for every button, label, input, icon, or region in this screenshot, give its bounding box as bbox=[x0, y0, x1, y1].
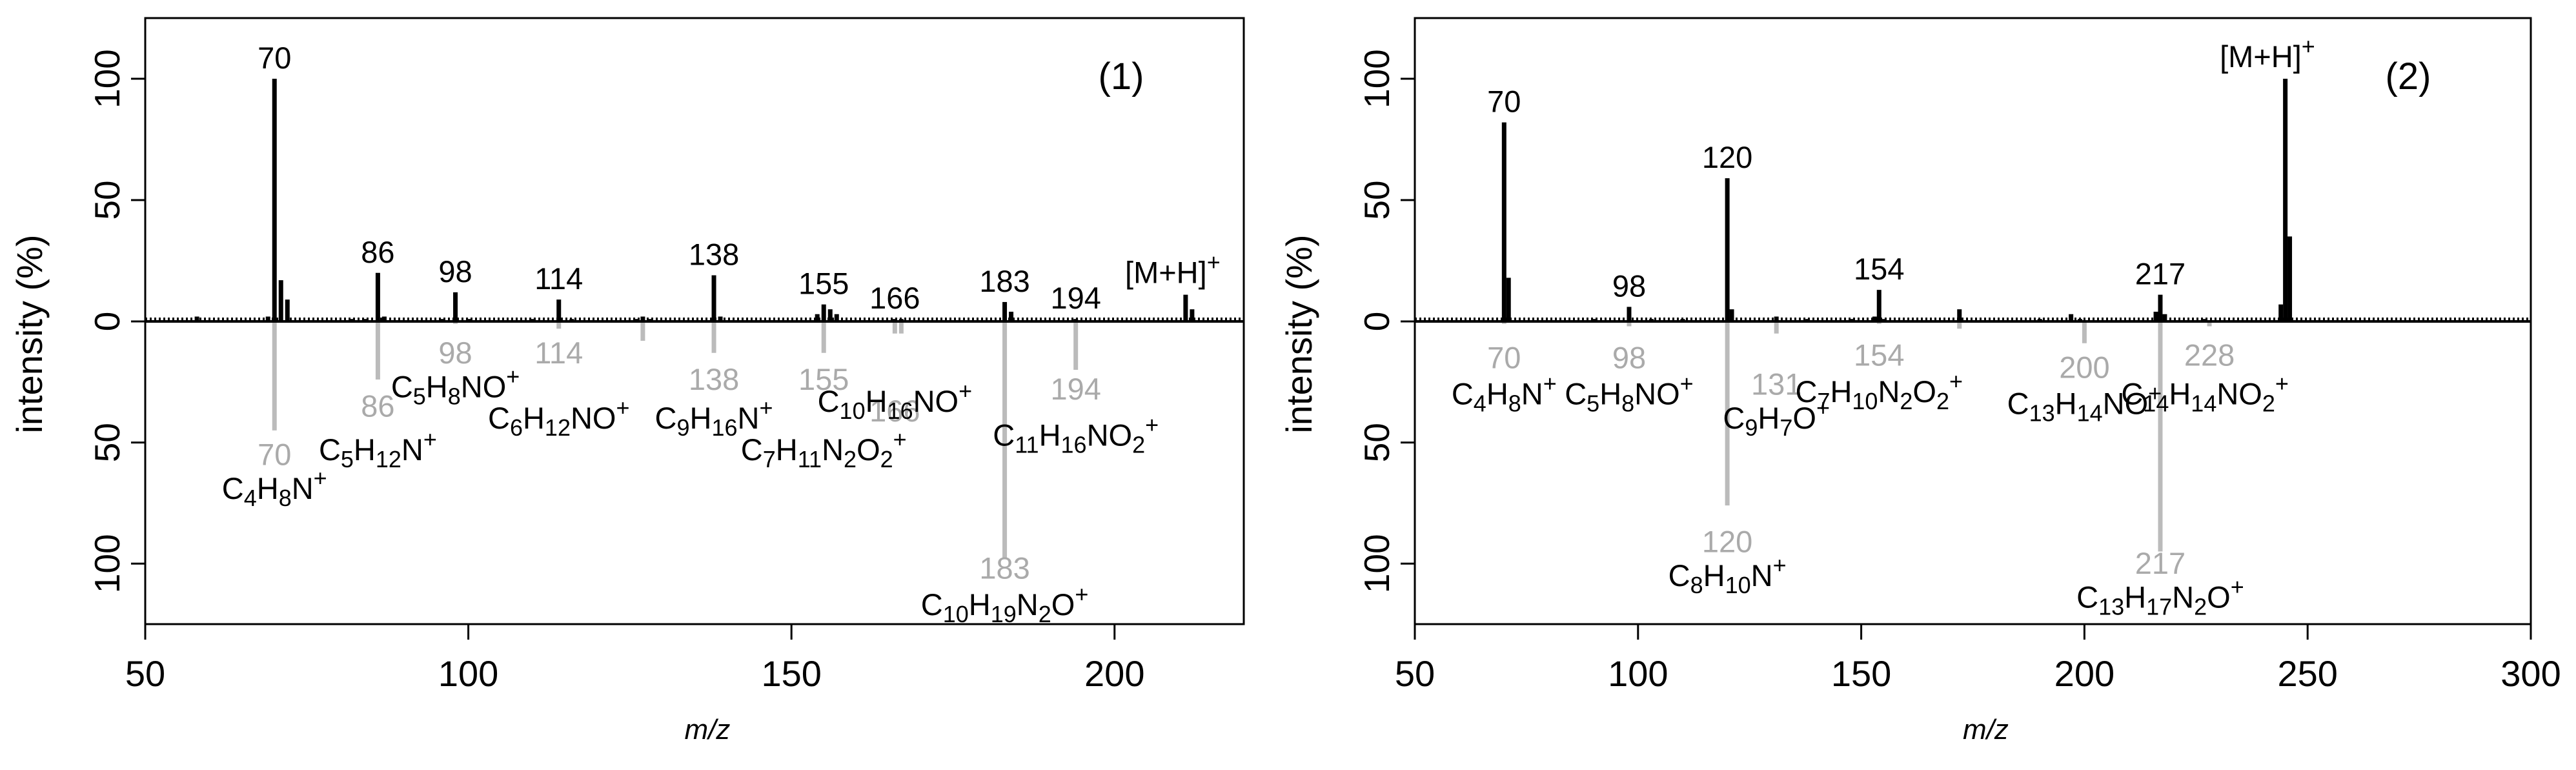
measured-mz-label: 155 bbox=[798, 267, 849, 301]
x-tick-label: 200 bbox=[1084, 653, 1144, 694]
fragment-formula: C7H11N2O2+ bbox=[741, 426, 907, 472]
measured-mz-label: 166 bbox=[869, 281, 920, 315]
predicted-mz-label: 114 bbox=[534, 336, 583, 370]
y-tick-label: 50 bbox=[1357, 423, 1397, 462]
y-tick-label: 100 bbox=[87, 534, 127, 593]
predicted-mz-label: 200 bbox=[2059, 350, 2109, 384]
measured-mz-label: 70 bbox=[1487, 85, 1521, 119]
y-tick-label: 100 bbox=[87, 49, 127, 108]
x-tick-label: 100 bbox=[438, 653, 498, 694]
measured-mz-label: 120 bbox=[1702, 140, 1752, 174]
predicted-mz-label: 183 bbox=[979, 551, 1029, 585]
precursor-label: [M+H]+ bbox=[2220, 33, 2315, 74]
predicted-mz-label: 120 bbox=[1702, 524, 1752, 558]
y-tick-label: 100 bbox=[1357, 49, 1397, 108]
y-tick-label: 0 bbox=[87, 312, 127, 332]
x-tick-label: 300 bbox=[2500, 653, 2561, 694]
measured-mz-label: 138 bbox=[689, 238, 739, 272]
y-tick-label: 50 bbox=[87, 180, 127, 219]
y-axis-title: intensity (%) bbox=[9, 234, 50, 433]
x-tick-label: 150 bbox=[1831, 653, 1891, 694]
x-axis-title: m/z bbox=[685, 714, 731, 745]
predicted-mz-label: 70 bbox=[1487, 340, 1521, 374]
predicted-mz-label: 98 bbox=[438, 336, 472, 370]
panel-label: (2) bbox=[2386, 56, 2431, 97]
measured-mz-label: 183 bbox=[979, 264, 1029, 298]
measured-mz-label: 70 bbox=[258, 41, 291, 75]
x-tick-label: 150 bbox=[761, 653, 821, 694]
fragment-formula: C5H12N+ bbox=[319, 426, 437, 472]
measured-mz-label: 86 bbox=[361, 235, 394, 269]
predicted-mz-label: 131 bbox=[1751, 367, 1801, 401]
y-tick-label: 50 bbox=[1357, 180, 1397, 219]
fragment-formula: C5H8NO+ bbox=[1565, 370, 1694, 417]
fragment-formula: C7H10N2O2+ bbox=[1795, 368, 1963, 414]
predicted-mz-label: 217 bbox=[2135, 546, 2186, 580]
predicted-mz-label: 138 bbox=[689, 362, 739, 396]
measured-mz-label: 154 bbox=[1854, 252, 1904, 286]
predicted-mz-label: 155 bbox=[798, 362, 849, 396]
fragment-formula: C9H7O+ bbox=[1723, 394, 1830, 441]
measured-mz-label: 114 bbox=[534, 261, 583, 296]
fragment-formula: C4H8N+ bbox=[222, 465, 327, 511]
y-tick-label: 50 bbox=[87, 423, 127, 462]
panel-label: (1) bbox=[1099, 56, 1144, 97]
fragment-formula: C10H19N2O+ bbox=[921, 581, 1089, 627]
y-tick-label: 100 bbox=[1357, 534, 1397, 593]
fragment-formula: C13H14NO+ bbox=[2007, 380, 2162, 427]
x-tick-label: 100 bbox=[1608, 653, 1668, 694]
measured-mz-label: 98 bbox=[438, 254, 472, 289]
x-tick-label: 200 bbox=[2054, 653, 2115, 694]
predicted-mz-label: 166 bbox=[869, 394, 920, 428]
predicted-mz-label: 98 bbox=[1612, 340, 1646, 374]
x-tick-label: 50 bbox=[125, 653, 165, 694]
x-axis-title: m/z bbox=[1963, 714, 2009, 745]
fragment-formula: C11H16NO2+ bbox=[993, 412, 1159, 458]
predicted-mz-label: 154 bbox=[1854, 338, 1904, 372]
fragment-formula: C10H16NO+ bbox=[818, 378, 973, 424]
predicted-mz-label: 86 bbox=[361, 389, 394, 423]
measured-mz-label: 98 bbox=[1612, 268, 1646, 303]
fragment-formula: C4H8N+ bbox=[1452, 370, 1557, 417]
fragment-formula: C13H17N2O+ bbox=[2076, 574, 2244, 620]
measured-mz-label: 217 bbox=[2135, 257, 2186, 291]
x-tick-label: 50 bbox=[1395, 653, 1435, 694]
fragment-formula: C14H14NO2+ bbox=[2121, 370, 2289, 417]
predicted-mz-label: 194 bbox=[1050, 372, 1100, 406]
precursor-label: [M+H]+ bbox=[1125, 249, 1221, 290]
fragment-formula: C8H10N+ bbox=[1668, 552, 1787, 598]
fragment-formula: C5H8NO+ bbox=[391, 363, 520, 410]
fragment-formula: C9H16N+ bbox=[655, 394, 773, 441]
y-tick-label: 0 bbox=[1357, 312, 1397, 332]
x-tick-label: 250 bbox=[2277, 653, 2337, 694]
y-axis-title: intensity (%) bbox=[1279, 234, 1319, 433]
predicted-mz-label: 70 bbox=[258, 437, 291, 471]
measured-mz-label: 194 bbox=[1050, 281, 1100, 315]
predicted-mz-label: 228 bbox=[2184, 338, 2235, 372]
fragment-formula: C6H12NO+ bbox=[488, 394, 630, 441]
